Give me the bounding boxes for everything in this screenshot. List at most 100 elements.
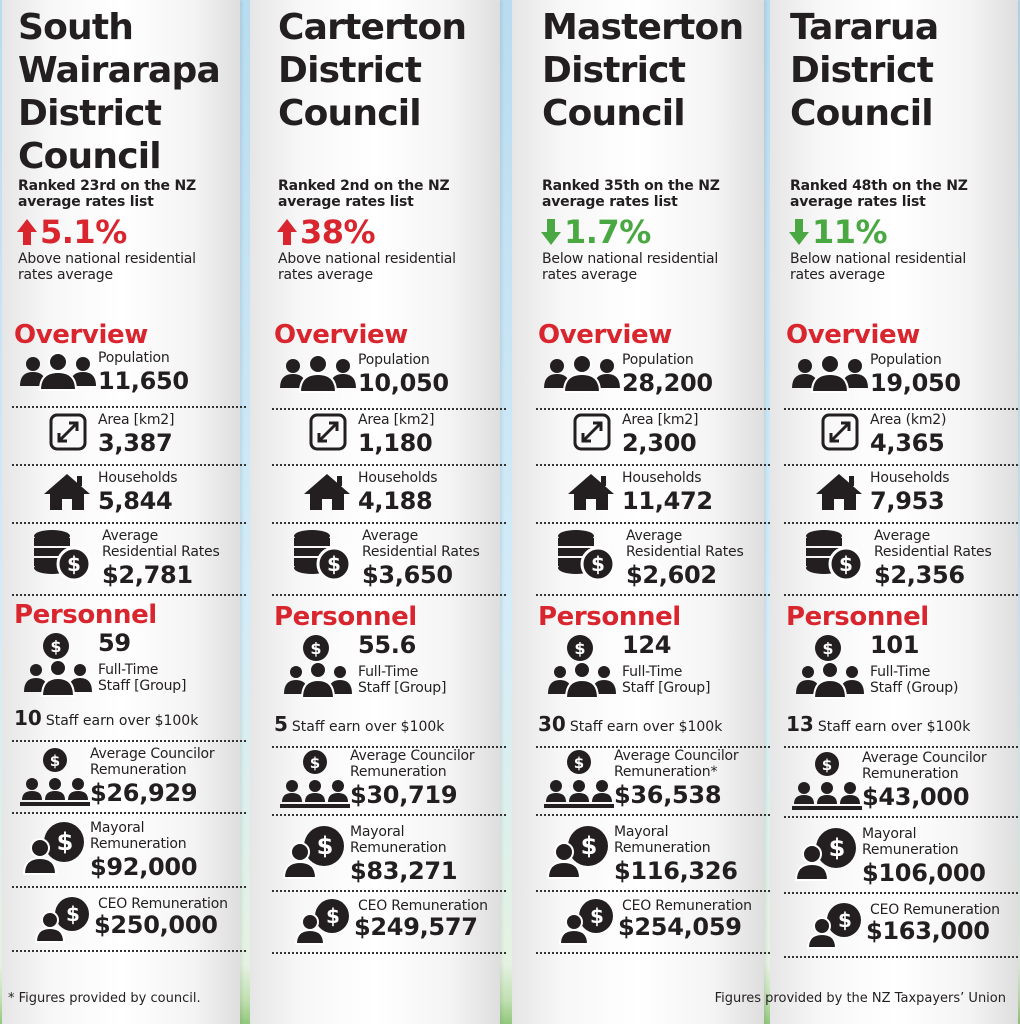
divider bbox=[536, 464, 770, 466]
mayor-label: Remuneration bbox=[614, 840, 711, 856]
svg-text:$: $ bbox=[317, 832, 334, 860]
house-icon bbox=[816, 474, 862, 510]
svg-text:$: $ bbox=[581, 832, 598, 860]
ceo-label: CEO Remuneration bbox=[622, 898, 752, 914]
rates-label: Residential Rates bbox=[362, 544, 480, 560]
divider bbox=[272, 464, 506, 466]
ceo-dollar-icon: $ bbox=[34, 897, 89, 943]
mayor-dollar-icon: $ bbox=[22, 822, 84, 875]
svg-text:$: $ bbox=[838, 908, 852, 932]
fence-board-3 bbox=[512, 0, 764, 1024]
svg-text:$: $ bbox=[839, 552, 853, 576]
council-name: Tararua District Council bbox=[790, 7, 939, 134]
personnel-heading: Personnel bbox=[14, 600, 157, 630]
svg-text:$: $ bbox=[66, 902, 80, 926]
rates-value: $3,650 bbox=[362, 561, 453, 589]
footer-left-note: * Figures provided by council. bbox=[8, 991, 201, 1006]
ceo-dollar-icon: $ bbox=[806, 903, 861, 949]
divider bbox=[784, 892, 1018, 894]
divider bbox=[536, 890, 770, 892]
households-value: 7,953 bbox=[870, 487, 945, 515]
divider bbox=[536, 594, 770, 596]
expand-area-icon bbox=[821, 413, 859, 451]
rates-percent: 5.1% bbox=[16, 215, 256, 249]
rates-percent: 38% bbox=[276, 215, 516, 249]
staff-over-100k: 10 Staff earn over $100k bbox=[14, 706, 199, 730]
mayor-value: $106,000 bbox=[862, 859, 986, 887]
area-value: 4,365 bbox=[870, 429, 945, 457]
svg-text:$: $ bbox=[310, 639, 321, 658]
rates-value: $2,602 bbox=[626, 561, 717, 589]
mayor-label: Mayoral bbox=[862, 826, 917, 842]
staff-dollar-icon: $ bbox=[796, 635, 864, 699]
area-value: 2,300 bbox=[622, 429, 697, 457]
councillor-value: $36,538 bbox=[614, 781, 722, 809]
rates-percent: 11% bbox=[788, 215, 1020, 249]
divider bbox=[784, 956, 1018, 958]
direction-arrow-icon bbox=[541, 219, 561, 245]
mayor-value: $92,000 bbox=[90, 853, 198, 881]
rates-percent: 1.7% bbox=[540, 215, 780, 249]
divider bbox=[536, 746, 770, 748]
divider bbox=[12, 740, 246, 742]
svg-text:$: $ bbox=[822, 639, 833, 658]
overview-heading: Overview bbox=[786, 320, 920, 350]
councillors-dollar-icon: $ bbox=[20, 748, 90, 806]
divider bbox=[272, 594, 506, 596]
households-value: 4,188 bbox=[358, 487, 433, 515]
staff-dollar-icon: $ bbox=[24, 633, 92, 697]
svg-text:$: $ bbox=[591, 552, 605, 576]
house-icon bbox=[44, 474, 90, 510]
divider bbox=[784, 522, 1018, 524]
direction-arrow-icon bbox=[17, 219, 37, 245]
expand-area-icon bbox=[309, 413, 347, 451]
area-label: Area (km2) bbox=[870, 412, 947, 428]
svg-text:$: $ bbox=[326, 904, 340, 928]
councillor-value: $43,000 bbox=[862, 783, 970, 811]
fte-label: Staff [Group] bbox=[358, 680, 447, 696]
rank-text: Ranked 48th on the NZ average rates list bbox=[790, 178, 968, 210]
overview-heading: Overview bbox=[14, 320, 148, 350]
council-name: Carterton District Council bbox=[278, 7, 467, 134]
coin-stack-dollar-icon: $ bbox=[294, 530, 352, 582]
ceo-label: CEO Remuneration bbox=[98, 896, 228, 912]
fte-label: Full-Time bbox=[98, 662, 159, 678]
mayor-dollar-icon: $ bbox=[546, 826, 608, 879]
divider bbox=[784, 746, 1018, 748]
house-icon bbox=[568, 474, 614, 510]
mayor-label: Remuneration bbox=[90, 836, 187, 852]
comparison-text: Below national residential rates average bbox=[790, 251, 967, 283]
coin-stack-dollar-icon: $ bbox=[806, 530, 864, 582]
area-value: 1,180 bbox=[358, 429, 433, 457]
mayor-label: Remuneration bbox=[350, 840, 447, 856]
divider bbox=[12, 464, 246, 466]
divider bbox=[12, 886, 246, 888]
divider bbox=[12, 594, 246, 596]
councillor-value: $30,719 bbox=[350, 781, 458, 809]
rates-label: Average bbox=[102, 528, 159, 544]
divider bbox=[784, 594, 1018, 596]
councillor-label: Average Councilor bbox=[350, 748, 475, 764]
fte-value: 101 bbox=[870, 631, 920, 659]
households-label: Households bbox=[358, 470, 438, 486]
rates-label: Residential Rates bbox=[102, 544, 220, 560]
fte-label: Staff [Group] bbox=[98, 678, 187, 694]
mayor-value: $116,326 bbox=[614, 857, 738, 885]
ceo-value: $250,000 bbox=[94, 911, 218, 939]
rank-text: Ranked 23rd on the NZ average rates list bbox=[18, 178, 196, 210]
councillor-label: Remuneration* bbox=[614, 764, 718, 780]
rates-label: Average bbox=[362, 528, 419, 544]
personnel-heading: Personnel bbox=[786, 602, 929, 632]
area-label: Area [km2] bbox=[358, 412, 435, 428]
overview-heading: Overview bbox=[274, 320, 408, 350]
mayor-dollar-icon: $ bbox=[794, 828, 856, 881]
area-value: 3,387 bbox=[98, 429, 173, 457]
population-label: Population bbox=[98, 350, 170, 366]
fte-value: 59 bbox=[98, 629, 131, 657]
divider bbox=[536, 814, 770, 816]
svg-text:$: $ bbox=[67, 552, 81, 576]
rates-label: Residential Rates bbox=[626, 544, 744, 560]
divider bbox=[12, 406, 246, 408]
ceo-dollar-icon: $ bbox=[558, 899, 613, 945]
mayor-label: Mayoral bbox=[614, 824, 669, 840]
